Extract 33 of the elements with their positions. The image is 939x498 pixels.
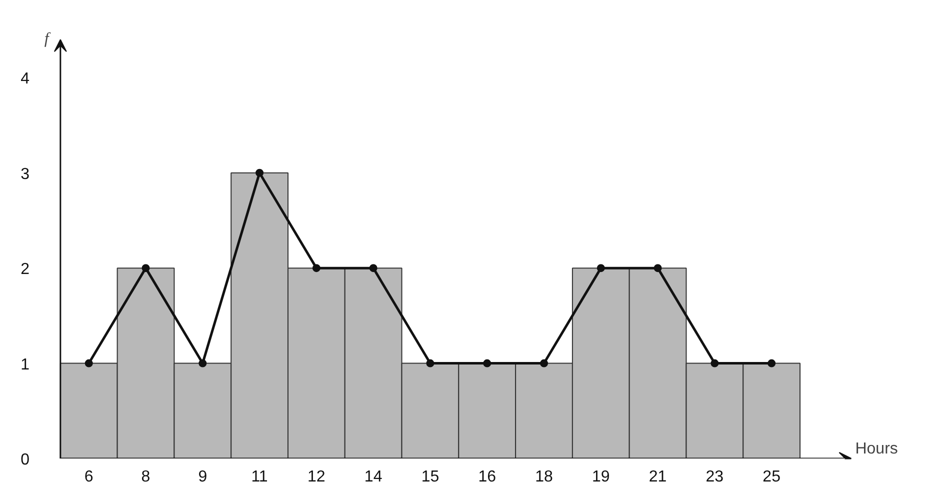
y-tick-label: 2 (20, 261, 30, 278)
point (142, 264, 150, 272)
x-tick-label: 14 (364, 468, 382, 486)
y-tick-label: 1 (20, 356, 30, 374)
point (426, 359, 434, 368)
x-tick-label: 12 (308, 468, 326, 486)
x-tick-label: 18 (535, 468, 554, 486)
x-tick-label: 8 (141, 468, 150, 486)
x-tick-label: 9 (198, 468, 208, 486)
x-tick-label: 23 (706, 468, 724, 486)
point (596, 264, 605, 272)
y-tick-label: 4 (20, 70, 30, 88)
x-tick-label: 25 (762, 468, 781, 486)
x-tick-label: 11 (251, 468, 268, 486)
point (654, 264, 662, 272)
point (768, 359, 776, 368)
point (483, 359, 492, 368)
point (369, 264, 378, 272)
y-axis-title: f (44, 30, 52, 48)
x-tick-label: 16 (478, 468, 496, 486)
point (312, 264, 320, 272)
x-tick-label: 21 (648, 468, 667, 486)
point (256, 168, 264, 177)
point (84, 359, 93, 368)
point (710, 359, 719, 368)
x-tick-label: 6 (84, 468, 94, 486)
point (198, 359, 207, 368)
x-axis-title: Hours (855, 440, 898, 458)
x-tick-label: 19 (592, 468, 610, 486)
y-tick-label: 3 (20, 166, 30, 183)
x-tick-label: 15 (421, 468, 440, 486)
y-tick-label: 0 (20, 452, 30, 468)
point (540, 359, 548, 368)
